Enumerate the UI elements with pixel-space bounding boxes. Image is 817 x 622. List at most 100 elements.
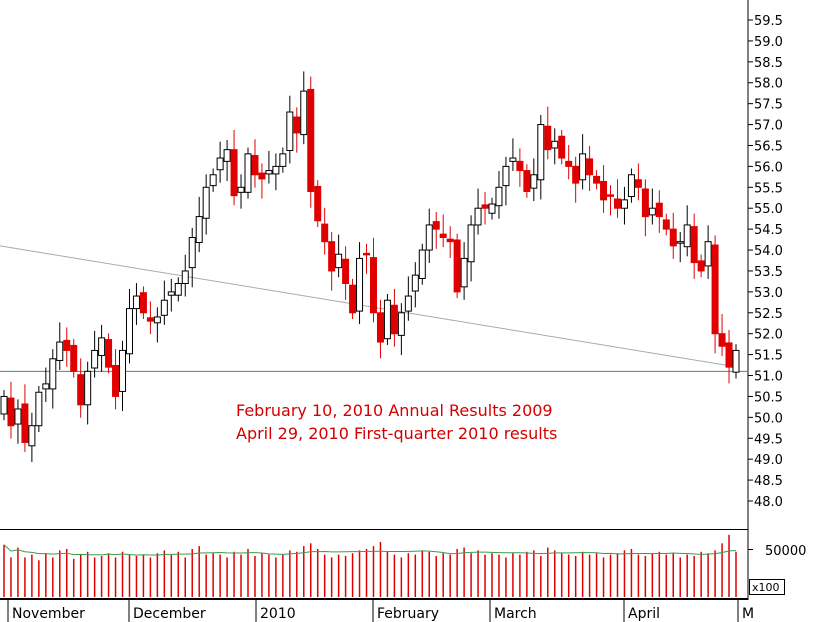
month-label: December (133, 606, 206, 622)
candle-body (648, 207, 656, 216)
candle-body (467, 224, 475, 263)
volume-axis: 50000 x100 (748, 544, 806, 595)
candle-body (627, 174, 635, 198)
candle-body (265, 170, 273, 175)
candle-body (125, 308, 133, 355)
candle-body (91, 349, 99, 369)
candle-body (28, 425, 36, 447)
month-label: November (12, 606, 85, 622)
candle-body (397, 312, 405, 336)
price-tick-label: 51.0 (754, 370, 783, 385)
candle-body (300, 90, 308, 136)
candle-body (551, 140, 559, 149)
candle-body (523, 170, 531, 192)
candle-body (146, 317, 154, 322)
candle-body (634, 179, 642, 188)
candle-body (160, 299, 168, 316)
price-tick-label: 52.0 (754, 328, 783, 343)
candle-body (474, 207, 482, 226)
month-label: March (494, 606, 537, 622)
price-tick-label: 51.5 (754, 349, 783, 364)
candle-body (495, 186, 503, 207)
candle-body (683, 224, 691, 248)
candle-body (655, 202, 663, 218)
candle-body (669, 228, 677, 247)
price-tick-label: 55.0 (754, 202, 783, 217)
annotations: February 10, 2010 Annual Results 2009 Ap… (236, 401, 557, 443)
price-tick-label: 58.0 (754, 77, 783, 92)
trend-line (0, 245, 739, 368)
candle-body (662, 219, 670, 230)
price-tick-label: 55.5 (754, 181, 783, 196)
candle-body (565, 160, 573, 167)
time-axis-labels: November December 2010 February March April M (7, 600, 754, 622)
price-tick-label: 54.5 (754, 223, 783, 238)
candle-body (230, 149, 238, 197)
candle-body (328, 241, 336, 272)
candle-body (42, 383, 50, 390)
candle-body (376, 312, 384, 343)
candle-body (383, 299, 391, 340)
candle-body (356, 257, 364, 312)
candle-body (676, 241, 684, 244)
price-tick-label: 59.5 (754, 14, 783, 29)
candle-body (279, 153, 287, 167)
candle-body (272, 165, 280, 175)
candle-body (216, 157, 224, 171)
candle-body (502, 165, 510, 187)
candle-body (586, 158, 594, 176)
candle-body (460, 257, 468, 288)
month-label: April (628, 606, 660, 622)
candlestick-series (0, 71, 740, 463)
price-tick-label: 53.0 (754, 286, 783, 301)
candle-body (342, 258, 350, 285)
candle-body (223, 149, 231, 162)
candle-body (0, 395, 8, 415)
candle-body (404, 295, 412, 312)
volume-average-line (3, 544, 737, 556)
candle-body (439, 233, 447, 238)
candle-body (244, 153, 252, 193)
candle-body (181, 270, 189, 285)
price-tick-label: 57.5 (754, 98, 783, 113)
candle-body (572, 165, 580, 184)
price-tick-label: 56.0 (754, 160, 783, 175)
candle-body (132, 295, 140, 310)
candle-body (112, 364, 120, 397)
volume-unit-box (749, 579, 785, 595)
candle-body (174, 283, 182, 296)
candle-body (411, 274, 419, 292)
candle-body (139, 292, 147, 314)
candle-body (390, 304, 398, 335)
candle-body (258, 172, 266, 180)
price-tick-label: 58.5 (754, 56, 783, 71)
candle-body (56, 341, 64, 361)
candle-body (488, 203, 496, 214)
annotation-annual-results: February 10, 2010 Annual Results 2009 (236, 401, 553, 420)
month-label: 2010 (260, 606, 296, 622)
candle-body (732, 349, 740, 373)
candle-body (530, 174, 538, 189)
candle-body (369, 257, 377, 314)
annotation-first-quarter-results: April 29, 2010 First-quarter 2010 result… (236, 424, 557, 443)
candle-body (14, 408, 22, 425)
candle-body (209, 174, 217, 187)
volume-series (3, 534, 737, 597)
candle-body (286, 111, 294, 151)
candle-body (446, 238, 454, 243)
candle-body (544, 125, 552, 151)
price-tick-label: 54.0 (754, 244, 783, 259)
price-tick-label: 49.0 (754, 453, 783, 468)
candle-body (516, 160, 524, 172)
candle-body (314, 185, 322, 222)
candle-body (63, 339, 71, 351)
candle-body (35, 391, 43, 427)
candle-body (307, 88, 315, 192)
price-tick-label: 52.5 (754, 307, 783, 322)
candle-body (84, 370, 92, 406)
candle-body (718, 333, 726, 347)
price-axis-ticks: 48.0 48.5 49.0 49.5 50.0 50.5 51.0 51.5 52.0 52.5… (748, 14, 783, 510)
price-tick-label: 48.5 (754, 474, 783, 489)
candle-body (704, 241, 712, 267)
